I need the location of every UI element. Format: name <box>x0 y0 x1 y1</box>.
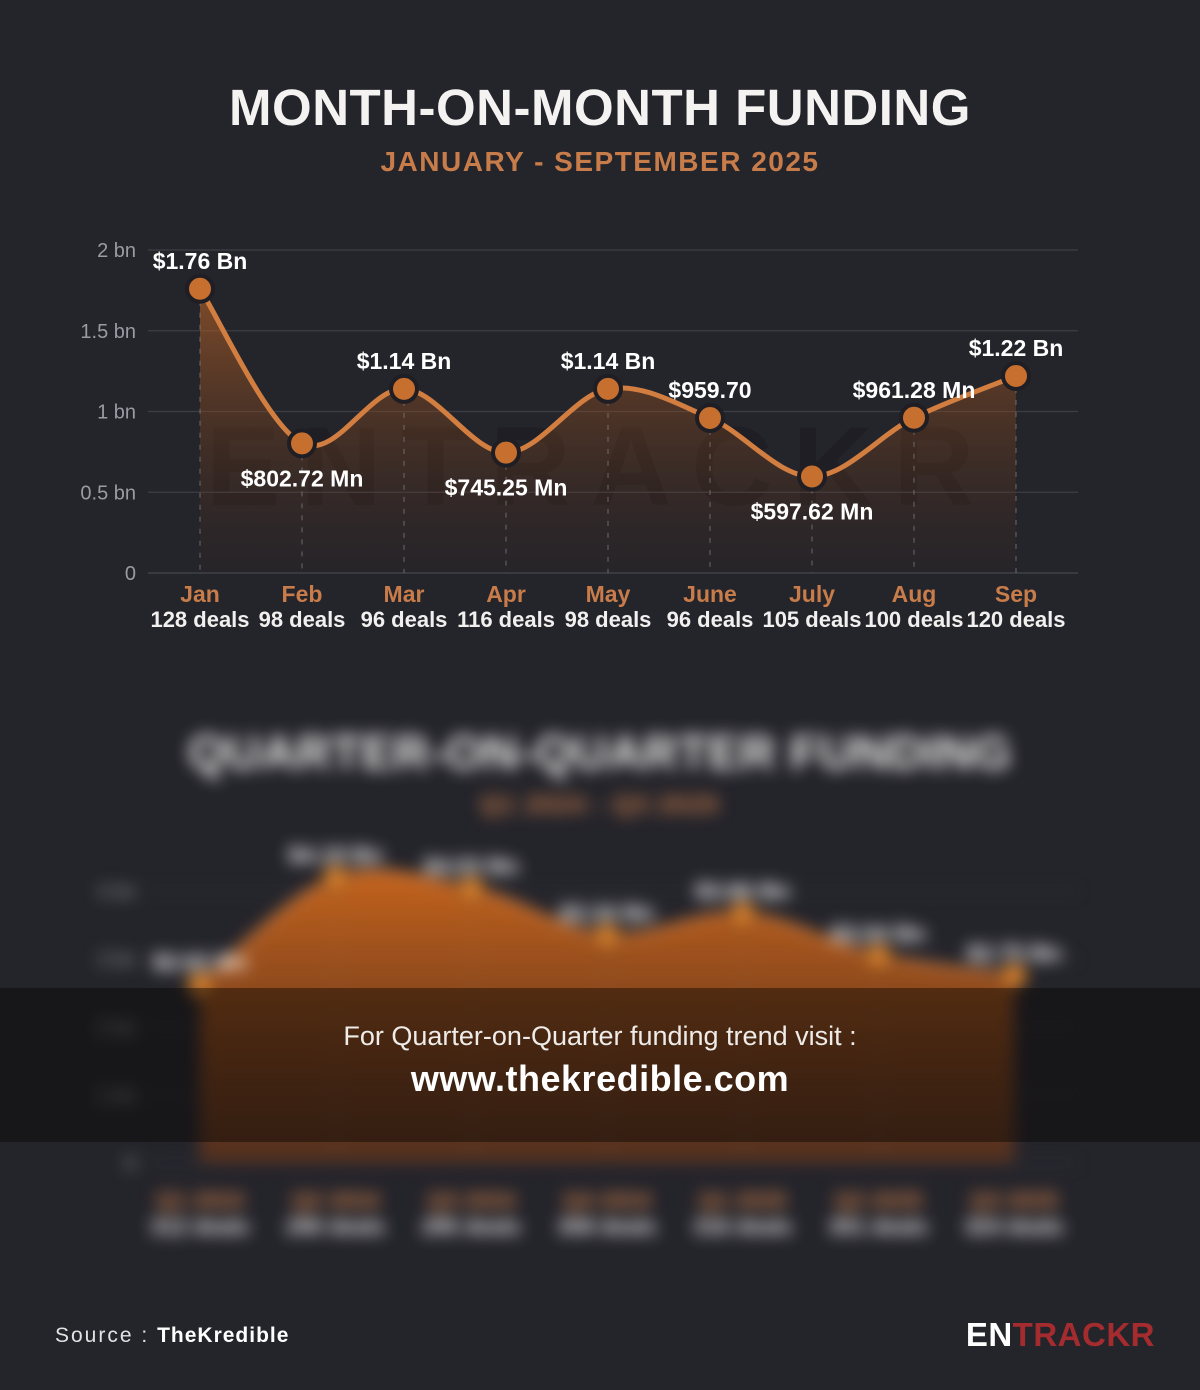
value-label: $959.70 <box>668 377 751 403</box>
x-axis-category-label: Q1 2025 <box>699 1187 787 1213</box>
deals-count-label: 324 deals <box>964 1214 1063 1239</box>
value-label: $2.62 Bn <box>153 949 248 975</box>
deals-count-label: 312 deals <box>150 1214 249 1239</box>
y-axis-tick-label: 1.5 bn <box>80 321 136 343</box>
y-axis-tick-label: 4 bn <box>97 881 136 903</box>
value-label: $1.14 Bn <box>561 348 656 374</box>
deals-count-label: 128 deals <box>150 607 249 632</box>
y-axis-tick-label: 0 <box>125 1153 136 1175</box>
data-point-marker <box>456 873 487 904</box>
page-subtitle: JANUARY - SEPTEMBER 2025 <box>380 146 820 177</box>
x-axis-category-label: Sep <box>995 581 1037 607</box>
value-label: $961.28 Mn <box>853 377 976 403</box>
trend-line <box>197 869 1017 988</box>
x-axis-category-label: Q1 2024 <box>156 1187 244 1213</box>
x-axis-category-label: Aug <box>892 581 937 607</box>
value-label: $1.76 Bn <box>153 248 248 274</box>
deals-count-label: 105 deals <box>762 607 861 632</box>
x-axis-category-label: Q3 2024 <box>427 1187 515 1213</box>
x-axis-category-label: Q2 2025 <box>834 1187 922 1213</box>
page-title: MONTH-ON-MONTH FUNDING <box>229 79 971 136</box>
data-point-marker <box>727 899 758 930</box>
data-point-marker <box>320 863 351 894</box>
x-axis-category-label: Apr <box>486 581 526 607</box>
value-label: $4.03 Bn <box>424 853 519 879</box>
y-axis-tick-label: 2 bn <box>97 240 136 262</box>
qoq-title: QUARTER-ON-QUARTER FUNDING <box>188 727 1012 780</box>
x-axis-category-label: Q2 2024 <box>292 1187 380 1213</box>
source-label: Source : <box>55 1324 150 1347</box>
value-label: $3.34 Bn <box>560 900 655 926</box>
deals-count-label: 96 deals <box>361 607 448 632</box>
data-point-marker <box>593 373 623 404</box>
promo-text: For Quarter-on-Quarter funding trend vis… <box>343 1021 857 1051</box>
source-attribution: Source : TheKredible <box>55 1324 289 1348</box>
data-point-marker <box>185 273 215 304</box>
y-axis-tick-label: 0 <box>125 563 136 585</box>
deals-count-label: 295 deals <box>422 1214 521 1239</box>
qoq-subtitle: Q1 2024 - Q3 2025 <box>480 791 720 819</box>
promo-overlay-band: For Quarter-on-Quarter funding trend vis… <box>0 988 1200 1142</box>
deals-count-label: 120 deals <box>966 607 1065 632</box>
promo-url[interactable]: www.thekredible.com <box>410 1058 790 1099</box>
deals-count-label: 96 deals <box>667 607 754 632</box>
data-point-marker <box>592 920 623 951</box>
deals-count-label: 100 deals <box>864 607 963 632</box>
deals-count-label: 290 deals <box>286 1214 385 1239</box>
data-point-marker <box>863 941 894 972</box>
qoq-header: QUARTER-ON-QUARTER FUNDING Q1 2024 - Q3 … <box>0 726 1200 820</box>
value-label: $1.14 Bn <box>357 348 452 374</box>
deals-count-label: 98 deals <box>259 607 346 632</box>
value-label: $4.19 Bn <box>288 842 383 868</box>
deals-count-label: 316 deals <box>693 1214 792 1239</box>
x-axis-category-label: July <box>789 581 835 607</box>
x-axis-category-label: May <box>586 581 631 607</box>
x-axis-category-label: June <box>683 581 737 607</box>
y-axis-tick-label: 3 bn <box>97 949 136 971</box>
value-label: $3.04 Bn <box>831 920 926 946</box>
entrackr-watermark: ENTRACKR <box>205 404 995 529</box>
data-point-marker <box>999 961 1030 991</box>
value-label: $3.66 Bn <box>695 878 790 904</box>
value-label: $1.22 Bn <box>969 335 1064 361</box>
logo-en: EN <box>965 1316 1013 1353</box>
x-axis-category-label: Jan <box>180 581 220 607</box>
source-value: TheKredible <box>157 1324 290 1347</box>
deals-count-label: 308 deals <box>557 1214 656 1239</box>
data-point-marker <box>389 373 419 404</box>
x-axis-category-label: Q4 2024 <box>563 1187 651 1213</box>
entrackr-logo: ENTRACKR <box>966 1316 1155 1354</box>
data-point-marker <box>1001 360 1031 391</box>
header: MONTH-ON-MONTH FUNDING JANUARY - SEPTEMB… <box>0 78 1200 178</box>
deals-count-label: 116 deals <box>457 607 555 632</box>
logo-trackr: TRACKR <box>1012 1316 1155 1353</box>
x-axis-category-label: Q3 2025 <box>970 1187 1058 1213</box>
value-label: $2.75 Bn <box>967 940 1062 966</box>
deals-count-label: 98 deals <box>565 607 652 632</box>
x-axis-category-label: Mar <box>384 581 425 607</box>
deals-count-label: 301 deals <box>829 1214 928 1239</box>
x-axis-category-label: Feb <box>282 581 323 607</box>
